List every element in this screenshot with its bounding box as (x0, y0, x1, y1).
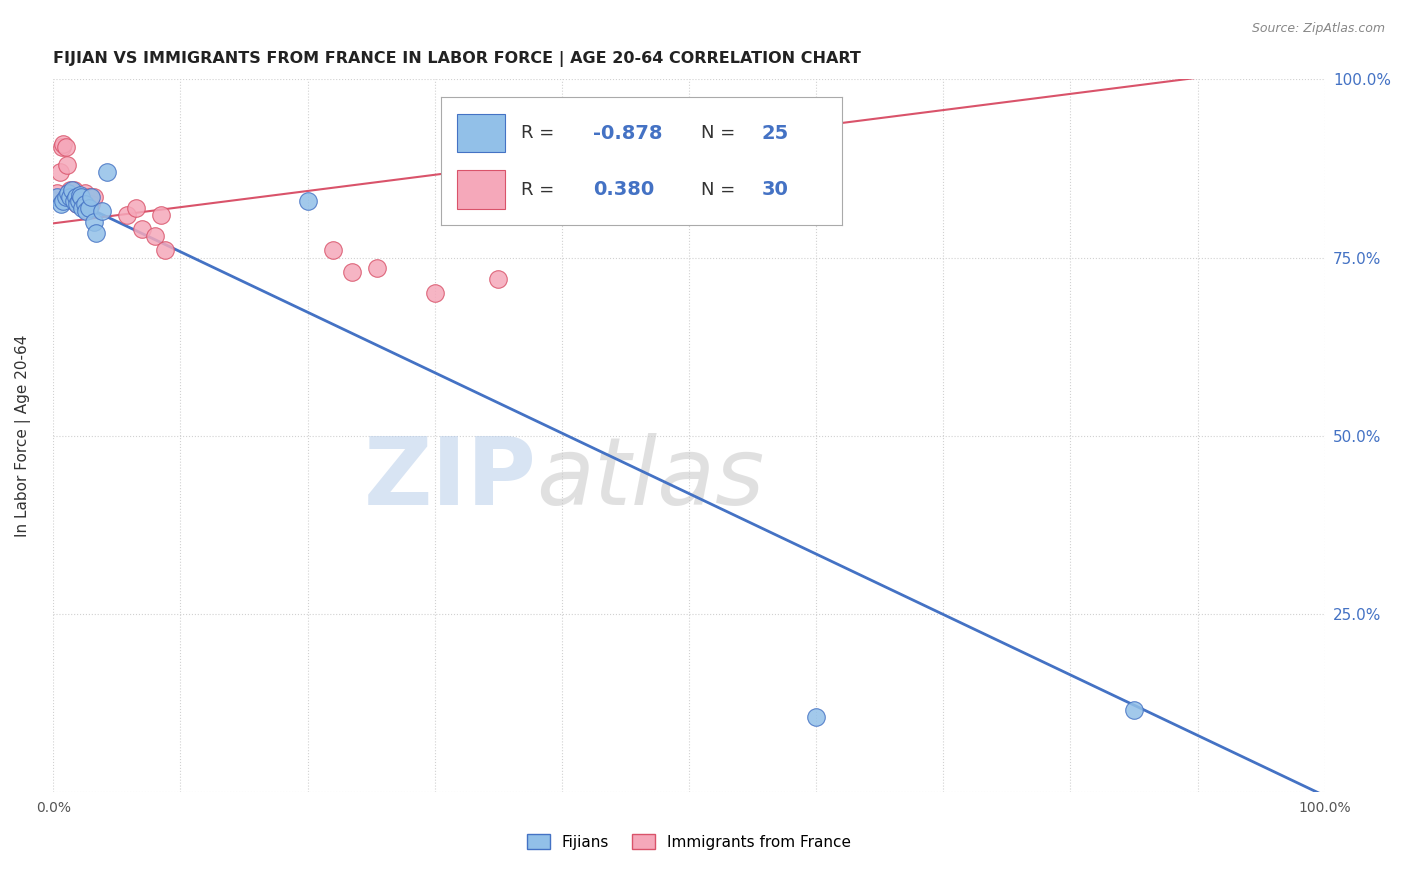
Point (150, 208, 173, 222)
Point (65, 190, 87, 204)
Text: R =: R = (522, 124, 560, 142)
Point (55, 140, 77, 154)
Point (96, 165, 118, 179)
Point (52, 194, 75, 208)
Point (1123, 703, 1146, 717)
Point (75, 194, 97, 208)
Y-axis label: In Labor Force | Age 20-64: In Labor Force | Age 20-64 (15, 334, 31, 537)
Point (77, 201, 100, 215)
Text: ZIP: ZIP (364, 433, 536, 524)
Point (90, 204, 112, 219)
Text: 30: 30 (762, 180, 789, 199)
Bar (457, 114, 505, 153)
Point (77, 190, 100, 204)
Point (83, 190, 105, 204)
Point (322, 244, 344, 258)
Point (297, 194, 319, 208)
Text: N =: N = (702, 124, 741, 142)
Text: FIJIAN VS IMMIGRANTS FROM FRANCE IN LABOR FORCE | AGE 20-64 CORRELATION CHART: FIJIAN VS IMMIGRANTS FROM FRANCE IN LABO… (53, 51, 860, 67)
Point (486, 272, 509, 286)
Text: R =: R = (522, 180, 560, 199)
Text: 25: 25 (762, 124, 789, 143)
Point (75, 204, 97, 219)
Point (131, 222, 153, 236)
Point (59, 183, 82, 197)
Point (46, 190, 69, 204)
Point (72, 201, 94, 215)
Point (73, 197, 96, 211)
Point (72, 190, 94, 204)
Point (80, 190, 103, 204)
Point (65, 190, 87, 204)
Text: Source: ZipAtlas.com: Source: ZipAtlas.com (1251, 22, 1385, 36)
Point (46, 186, 69, 201)
Point (62, 194, 84, 208)
Text: N =: N = (702, 180, 741, 199)
Point (49, 197, 72, 211)
Point (83, 215, 105, 229)
Point (62, 183, 84, 197)
Point (80, 197, 103, 211)
Legend: Fijians, Immigrants from France: Fijians, Immigrants from France (520, 828, 858, 856)
Bar (457, 170, 505, 209)
Point (69, 187, 91, 202)
Point (125, 201, 148, 215)
Point (60, 186, 83, 201)
Point (70, 190, 93, 204)
Point (58, 186, 80, 201)
Point (153, 244, 176, 258)
Point (340, 265, 363, 279)
Text: atlas: atlas (536, 433, 765, 524)
Point (73, 186, 96, 201)
Text: 0.380: 0.380 (593, 180, 654, 199)
Point (67, 190, 90, 204)
Point (423, 286, 446, 301)
Point (115, 208, 138, 222)
Point (51, 140, 73, 154)
Text: -0.878: -0.878 (593, 124, 662, 143)
Point (66, 197, 89, 211)
Point (52, 136, 75, 151)
Point (60, 183, 83, 197)
Point (143, 229, 166, 244)
Point (366, 261, 388, 276)
Point (48, 165, 70, 179)
Point (55, 190, 77, 204)
Point (67, 194, 90, 208)
Point (804, 710, 827, 724)
Point (86, 226, 108, 240)
Point (56, 158, 79, 172)
Point (66, 197, 89, 211)
Point (70, 194, 93, 208)
Point (59, 190, 82, 204)
